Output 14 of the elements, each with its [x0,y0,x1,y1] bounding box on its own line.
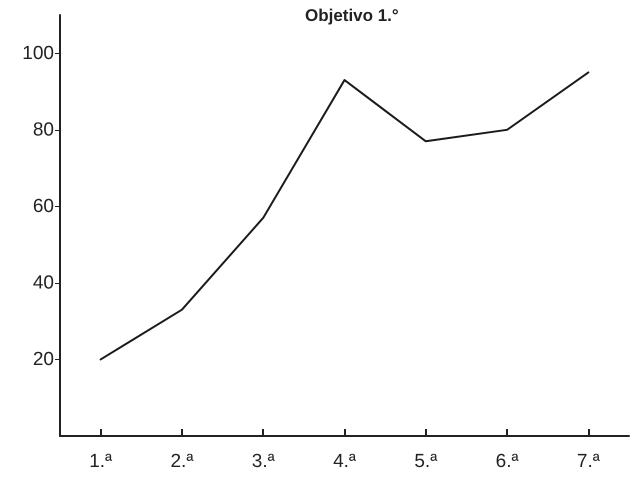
x-tick-label: 3.ª [252,451,276,472]
x-tick-label: 7.ª [576,451,601,472]
chart-title: Objetivo 1.° [305,6,399,25]
y-tick-label: 40 [32,272,54,294]
x-tick-label: 6.ª [496,451,520,472]
x-tick-label: 2.ª [170,451,194,472]
y-tick-label: 60 [32,196,54,217]
x-tick-label: 5.ª [414,451,438,472]
y-tick-label: 100 [22,42,54,64]
y-tick-label: 20 [32,348,54,370]
x-tick-label: 1.ª [89,451,114,472]
y-tick-label: 80 [32,119,54,140]
line-series [100,71,590,360]
x-tick-label: 4.ª [333,451,357,472]
